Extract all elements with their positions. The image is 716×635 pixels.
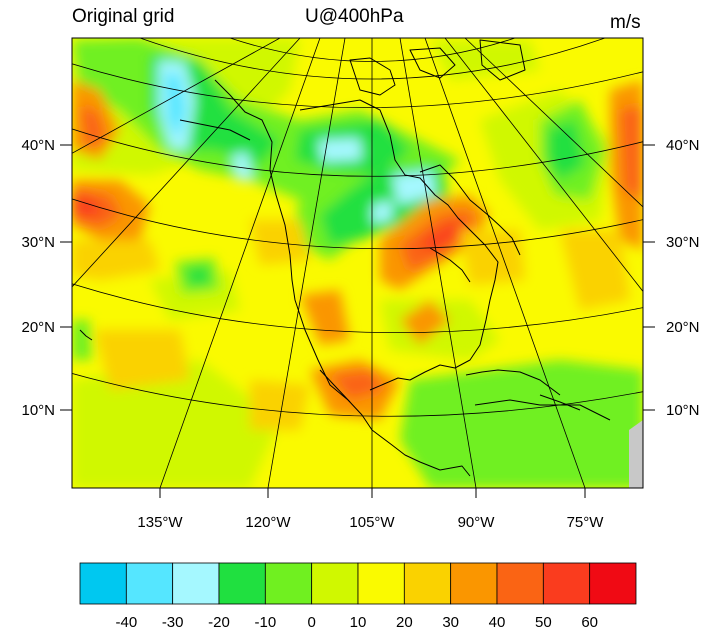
lon-label-135w: 135°W	[137, 514, 183, 531]
meridian-165w	[72, 38, 281, 154]
colorbar-swatch	[79, 562, 127, 605]
colorbar-label: -20	[208, 614, 230, 631]
colorbar-swatch	[496, 562, 544, 605]
colorbar-label: 30	[442, 614, 459, 631]
lat-label-left-10n: 10°N	[21, 402, 55, 419]
colorbar-swatch	[264, 562, 313, 605]
arctic-island-1	[349, 57, 396, 96]
lon-label-90w: 90°W	[458, 514, 496, 531]
colorbar-swatch	[542, 562, 591, 605]
coastlines	[79, 39, 611, 477]
hawaii	[79, 329, 93, 341]
colorbar-swatch	[357, 562, 405, 605]
colorbar-swatch	[311, 562, 359, 605]
colorbar-swatch	[403, 562, 452, 605]
alaska-coast	[179, 119, 251, 141]
cuba	[465, 369, 561, 396]
colorbar	[79, 562, 637, 605]
colorbar-swatch	[172, 562, 220, 605]
colorbar-label: 10	[350, 614, 367, 631]
colorbar-labels: -40 -30 -20 -10 0 10 20 30 40 50 60	[115, 614, 598, 631]
meridian-135w	[159, 38, 321, 488]
arctic-island-2	[409, 47, 456, 79]
colorbar-label: -10	[254, 614, 276, 631]
meridian-60w	[444, 38, 643, 293]
colorbar-label: -30	[162, 614, 184, 631]
colorbar-label: 50	[535, 614, 552, 631]
colorbar-label: 40	[489, 614, 506, 631]
colorbar-label: 0	[307, 614, 315, 631]
colorbar-label: 60	[581, 614, 598, 631]
latitude-labels: 40°N 30°N 20°N 10°N 40°N 30°N 20°N 10°N	[21, 137, 699, 419]
lat-label-left-40n: 40°N	[21, 137, 55, 154]
meridian-75w	[424, 38, 586, 488]
parallel-40n	[72, 128, 643, 177]
colorbar-swatch	[450, 562, 498, 605]
south-america-coast	[474, 399, 611, 421]
lat-label-right-20n: 20°N	[666, 319, 700, 336]
parallel-20n	[72, 283, 643, 334]
lon-label-120w: 120°W	[245, 514, 291, 531]
labrador-coast	[419, 164, 521, 256]
parallel-30n	[72, 198, 643, 250]
lat-label-left-30n: 30°N	[21, 234, 55, 251]
meridian-90w	[399, 38, 477, 488]
colorbar-swatch	[218, 562, 266, 605]
atlantic-gulf-coast	[299, 99, 499, 391]
lat-label-right-40n: 40°N	[666, 137, 700, 154]
map-plot-area	[72, 38, 643, 488]
meridian-150w	[72, 38, 301, 288]
longitude-labels: 135°W 120°W 105°W 90°W 75°W	[137, 514, 604, 531]
plot-title: Original grid	[72, 6, 175, 27]
plot-frame	[71, 37, 644, 489]
variable-title: U@400hPa	[305, 6, 404, 27]
units-label: m/s	[610, 12, 641, 33]
meridian-45w	[464, 38, 643, 208]
meridian-120w	[267, 38, 346, 488]
graticule	[72, 38, 643, 488]
colorbar-label: -40	[115, 614, 137, 631]
lat-label-right-10n: 10°N	[666, 402, 700, 419]
pacific-coast	[214, 79, 471, 477]
wind-field-contours	[72, 38, 643, 488]
parallel-50n	[72, 63, 643, 109]
great-lakes	[429, 247, 471, 283]
colorbar-swatch	[125, 562, 174, 605]
missing-data-area	[629, 420, 643, 488]
lat-label-right-30n: 30°N	[666, 234, 700, 251]
parallel-10n	[72, 372, 643, 417]
hispaniola	[539, 394, 581, 411]
lon-label-75w: 75°W	[567, 514, 605, 531]
baja-california	[319, 369, 351, 403]
colorbar-label: 20	[396, 614, 413, 631]
colorbar-swatch	[589, 562, 637, 605]
axis-ticks	[60, 144, 655, 498]
lat-label-left-20n: 20°N	[21, 319, 55, 336]
lon-label-105w: 105°W	[349, 514, 395, 531]
greenland-coast	[479, 39, 526, 81]
